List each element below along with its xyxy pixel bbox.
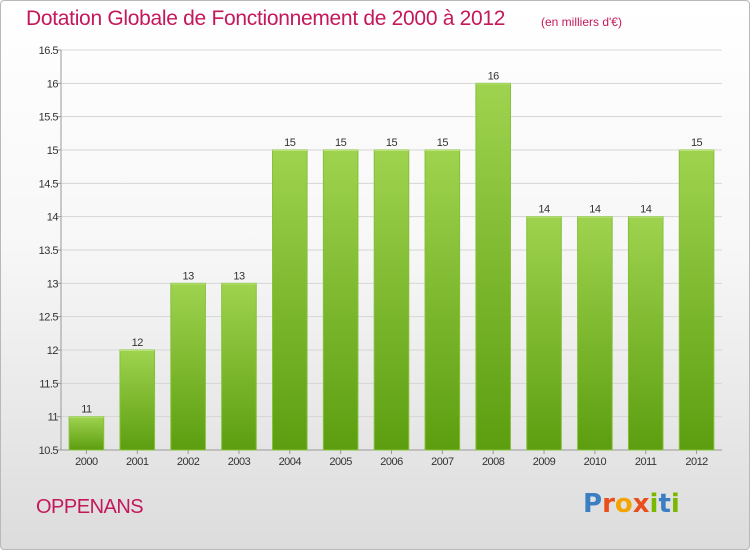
x-tick-label: 2010 xyxy=(584,456,607,468)
logo-letter: r xyxy=(602,489,615,519)
y-tick-label: 16.5 xyxy=(39,45,59,57)
x-tick-label: 2005 xyxy=(329,456,352,468)
commune-name: OPPENANS xyxy=(36,496,144,518)
bar-2003 xyxy=(221,282,257,451)
logo-letter: i xyxy=(670,489,680,519)
x-tick-label: 2011 xyxy=(635,456,657,468)
y-tick-label: 14.5 xyxy=(39,178,59,190)
x-tick-label: 2012 xyxy=(685,456,708,468)
x-tick-label: 2006 xyxy=(380,456,403,468)
data-label: 12 xyxy=(132,337,144,349)
bars xyxy=(68,82,715,451)
data-label: 15 xyxy=(335,137,347,149)
data-label: 14 xyxy=(640,204,652,216)
logo-letter: i xyxy=(649,489,659,519)
data-label: 14 xyxy=(538,204,550,216)
logo-letter: x xyxy=(632,489,650,519)
y-tick-label: 11 xyxy=(48,412,59,424)
bar-2002 xyxy=(170,282,206,451)
data-label: 16 xyxy=(488,70,500,82)
bar-2005 xyxy=(322,149,359,451)
y-tick-label: 13.5 xyxy=(39,245,59,257)
bar-2001 xyxy=(119,349,156,451)
bar-2009 xyxy=(526,216,562,451)
y-tick-label: 16 xyxy=(47,78,59,90)
data-label: 15 xyxy=(284,137,296,149)
y-tick-label: 14 xyxy=(47,212,59,224)
x-tick-label: 2009 xyxy=(533,456,556,468)
data-label: 15 xyxy=(691,137,703,149)
x-tick-label: 2002 xyxy=(177,456,200,468)
y-tick-label: 11.5 xyxy=(39,378,58,390)
y-tick-label: 12.5 xyxy=(39,312,59,324)
x-tick-label: 2008 xyxy=(482,456,505,468)
bar-2007 xyxy=(424,149,461,451)
chart-title: Dotation Globale de Fonctionnement de 20… xyxy=(26,7,506,30)
chart-subtitle: (en milliers d'€) xyxy=(541,15,622,29)
x-tick-label: 2000 xyxy=(75,456,98,468)
y-tick-label: 10.5 xyxy=(39,445,59,457)
labels: 10.5 11 11.5 12 12.5 13 13.5 14 14.5 15 15.5 16 16.5… xyxy=(39,45,709,468)
data-label: 11 xyxy=(81,404,92,416)
data-label: 15 xyxy=(386,137,398,149)
data-label: 13 xyxy=(182,270,194,282)
x-tick-label: 2004 xyxy=(279,456,302,468)
y-tick-label: 13 xyxy=(47,278,59,290)
bar-2008 xyxy=(475,82,511,451)
bar-2011 xyxy=(627,216,664,451)
bar-2004 xyxy=(272,149,308,451)
proxiti-logo: Proxiti xyxy=(583,489,680,519)
bar-2010 xyxy=(577,216,613,451)
y-tick-label: 12 xyxy=(47,345,59,357)
x-tick-label: 2007 xyxy=(431,456,454,468)
x-tick-label: 2003 xyxy=(228,456,251,468)
bar-2000 xyxy=(68,416,105,451)
data-label: 15 xyxy=(437,137,449,149)
x-tick-label: 2001 xyxy=(126,456,149,468)
logo-letter: P xyxy=(583,489,603,519)
data-label: 14 xyxy=(589,204,601,216)
y-tick-label: 15.5 xyxy=(39,112,59,124)
logo-letter: t xyxy=(658,489,671,519)
data-label: 13 xyxy=(233,270,245,282)
bar-2006 xyxy=(373,149,410,451)
y-tick-label: 15 xyxy=(47,145,59,157)
bar-2012 xyxy=(678,149,715,451)
logo-letter: o xyxy=(614,489,633,519)
